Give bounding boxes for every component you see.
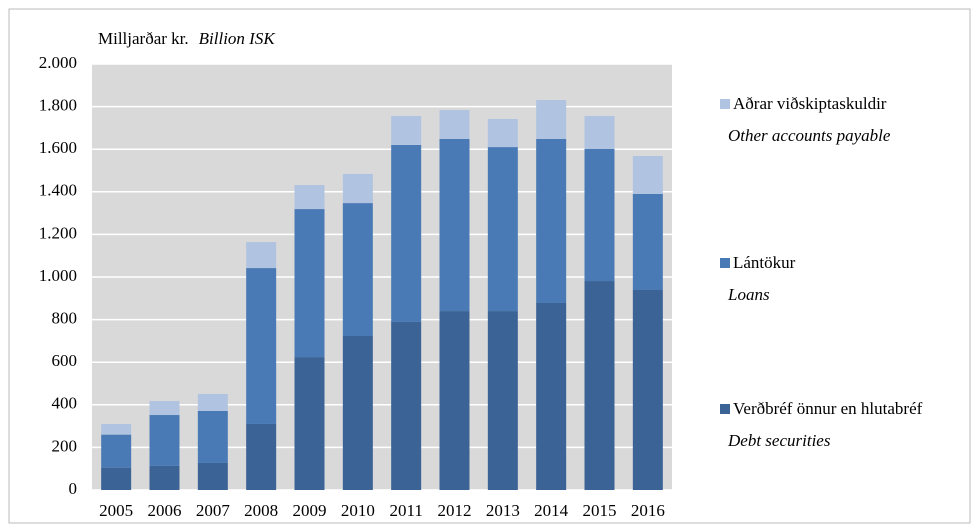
bar-segment (439, 138, 470, 312)
bar-segment (246, 423, 277, 490)
y-axis-title: Milljarðar kr. Billion ISK (98, 29, 276, 48)
legend-label: Aðrar viðskiptaskuldir (733, 94, 887, 113)
y-tick-label: 600 (52, 351, 78, 370)
legend-swatch (720, 404, 730, 414)
bar-segment (101, 434, 132, 468)
y-label-en: Billion ISK (199, 29, 277, 48)
x-tick-label: 2014 (534, 501, 569, 520)
x-tick-label: 2015 (583, 501, 617, 520)
bar-segment (101, 423, 132, 435)
x-tick-label: 2010 (341, 501, 375, 520)
bar-segment (536, 138, 567, 303)
bar-segment (197, 393, 228, 411)
bar-segment (101, 467, 132, 490)
bar-segment (391, 144, 422, 322)
legend-entry: Aðrar viðskiptaskuldir Other accounts pay… (720, 93, 950, 147)
y-tick-label: 1.600 (39, 138, 77, 157)
x-tick-label: 2005 (99, 501, 133, 520)
legend-label: Verðbréf önnur en hlutabréf (733, 399, 923, 418)
x-tick-label: 2008 (244, 501, 278, 520)
x-tick-label: 2011 (389, 501, 422, 520)
x-tick-label: 2006 (148, 501, 182, 520)
y-tick-label: 800 (52, 309, 78, 328)
x-tick-label: 2009 (293, 501, 327, 520)
bar-segment (487, 118, 518, 148)
legend-swatch (720, 258, 730, 268)
bar-segment (584, 115, 615, 149)
bar-segment (391, 115, 422, 145)
y-label: Milljarðar kr. (98, 29, 189, 48)
bar-segment (149, 465, 180, 490)
bar-segment (439, 110, 470, 139)
y-tick-label: 400 (52, 394, 78, 413)
bar-segment (342, 336, 373, 490)
legend-label-en: Debt securities (728, 431, 831, 450)
y-tick-label: 1.200 (39, 223, 77, 242)
bar-segment (632, 289, 663, 490)
x-tick-label: 2007 (196, 501, 231, 520)
bar-segment (536, 99, 567, 139)
y-tick-label: 200 (52, 436, 78, 455)
y-tick-label: 1.400 (39, 181, 77, 200)
bar-segment (149, 415, 180, 466)
bar-segment (487, 311, 518, 490)
y-tick-label: 1.800 (39, 96, 77, 115)
bar-segment (246, 268, 277, 424)
bar-segment (536, 302, 567, 490)
bar-segment (246, 242, 277, 269)
bar-segment (294, 184, 325, 210)
legend-entry: Verðbréf önnur en hlutabréf Debt securiti… (720, 398, 950, 452)
bar-segment (342, 173, 373, 204)
legend-entry: Lántökur Loans (720, 252, 950, 306)
bar-segment (197, 462, 228, 490)
legend-label-en: Loans (728, 285, 770, 304)
bar-segment (197, 410, 228, 463)
legend-label: Lántökur (733, 253, 796, 272)
x-tick-label: 2012 (438, 501, 472, 520)
y-tick-label: 2.000 (39, 53, 77, 72)
bar-segment (584, 148, 615, 282)
bar-segment (487, 147, 518, 312)
bar-segment (294, 357, 325, 490)
y-tick-label: 1.000 (39, 266, 77, 285)
bar-segment (294, 209, 325, 358)
y-tick-label: 0 (69, 479, 78, 498)
bar-segment (439, 311, 470, 490)
x-tick-label: 2013 (486, 501, 520, 520)
bar-segment (391, 321, 422, 490)
bar-segment (584, 281, 615, 490)
x-tick-label: 2016 (631, 501, 665, 520)
bar-segment (632, 193, 663, 290)
frame (8, 8, 971, 524)
legend-swatch (720, 99, 730, 109)
legend-label-en: Other accounts payable (728, 126, 891, 145)
bar-segment (149, 400, 180, 416)
bar-segment (632, 156, 663, 194)
bar-segment (342, 203, 373, 337)
